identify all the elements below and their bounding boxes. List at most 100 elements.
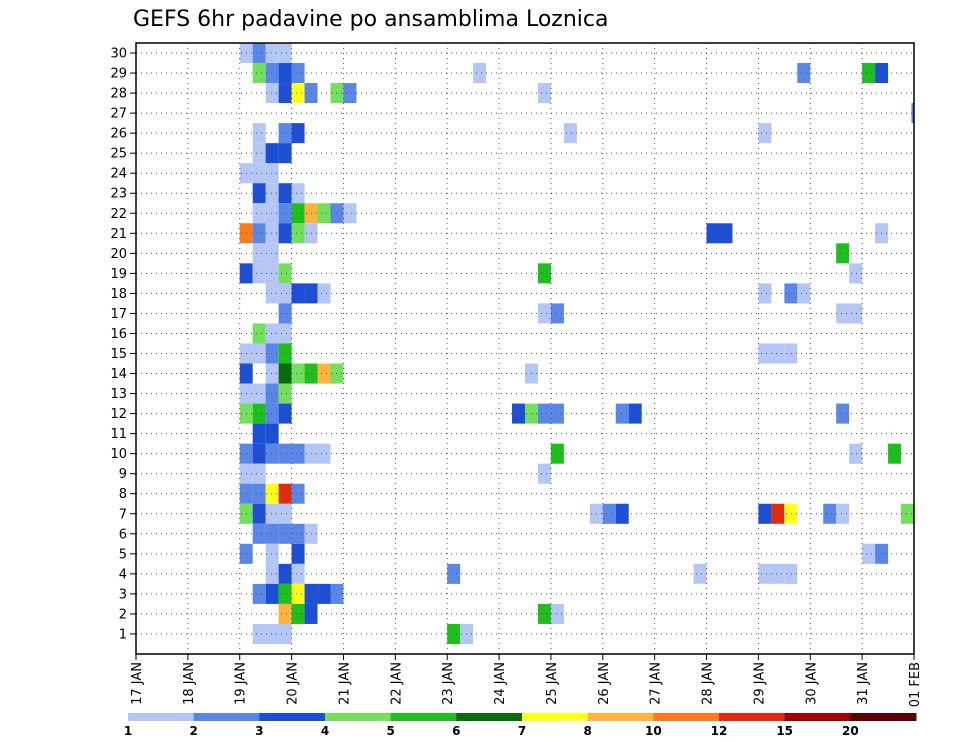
colorbar-segment bbox=[653, 713, 720, 721]
heatmap-cell bbox=[849, 263, 863, 284]
heatmap-cell bbox=[278, 383, 292, 404]
colorbar-label: 20 bbox=[842, 724, 859, 738]
heatmap-cell bbox=[278, 43, 292, 64]
x-tick-label: 17 JAN bbox=[130, 662, 145, 705]
y-tick-label: 30 bbox=[110, 47, 127, 62]
heatmap-cell bbox=[291, 203, 305, 224]
heatmap-cell bbox=[265, 343, 279, 364]
heatmap-cell bbox=[265, 423, 279, 444]
y-tick-label: 20 bbox=[110, 247, 127, 262]
x-axis: 17 JAN 18 JAN 19 JAN 20 JAN 21 JAN 22 JAN 23 J… bbox=[130, 654, 923, 707]
heatmap-cell bbox=[291, 543, 305, 564]
colorbar-segment bbox=[390, 713, 457, 721]
heatmap-cell bbox=[278, 183, 292, 204]
heatmap-cell bbox=[537, 303, 551, 324]
y-tick-label: 21 bbox=[110, 227, 127, 242]
heatmap-cell bbox=[473, 63, 487, 84]
heatmap-cell bbox=[602, 503, 616, 524]
heatmap-cell bbox=[447, 623, 461, 644]
colorbar-label: 3 bbox=[255, 724, 263, 738]
y-tick-label: 11 bbox=[110, 427, 127, 442]
colorbar-segment bbox=[193, 713, 260, 721]
colorbar-label: 2 bbox=[189, 724, 197, 738]
colorbar-label: 1 bbox=[124, 724, 132, 738]
heatmap-cell bbox=[252, 463, 266, 484]
colorbar-segment bbox=[128, 713, 195, 721]
heatmap-cell bbox=[291, 183, 305, 204]
heatmap-cell bbox=[537, 463, 551, 484]
heatmap-cell bbox=[252, 343, 266, 364]
heatmap-cell bbox=[278, 503, 292, 524]
colorbar: 1 2 3 4 5 6 7 8 10 12 15 20 bbox=[124, 713, 917, 738]
heatmap-cell bbox=[615, 503, 629, 524]
heatmap-cell bbox=[278, 283, 292, 304]
colorbar-label: 5 bbox=[386, 724, 394, 738]
heatmap-cell bbox=[252, 383, 266, 404]
colorbar-segment bbox=[325, 713, 392, 721]
heatmap-cell bbox=[291, 563, 305, 584]
y-tick-label: 28 bbox=[110, 87, 127, 102]
heatmap-cell bbox=[252, 123, 266, 144]
chart-title: GEFS 6hr padavine po ansamblima Loznica bbox=[133, 7, 608, 32]
heatmap-cell bbox=[265, 43, 279, 64]
x-tick-label: 26 JAN bbox=[597, 662, 612, 705]
x-tick-label: 25 JAN bbox=[545, 662, 560, 705]
heatmap-cell bbox=[550, 403, 564, 424]
y-tick-label: 27 bbox=[110, 107, 127, 122]
x-tick-label: 28 JAN bbox=[701, 662, 716, 705]
heatmap-cell bbox=[252, 623, 266, 644]
y-tick-label: 17 bbox=[110, 307, 127, 322]
colorbar-segment bbox=[719, 713, 786, 721]
heatmap-cell bbox=[537, 263, 551, 284]
heatmap-cell bbox=[758, 283, 772, 304]
x-tick-label: 23 JAN bbox=[441, 662, 456, 705]
colorbar-segment bbox=[259, 713, 326, 721]
y-tick-label: 16 bbox=[110, 327, 127, 342]
colorbar-label: 7 bbox=[518, 724, 526, 738]
y-tick-label: 15 bbox=[110, 347, 127, 362]
heatmap-cell bbox=[836, 503, 850, 524]
heatmap-cell bbox=[265, 163, 279, 184]
heatmap-cell bbox=[823, 503, 837, 524]
heatmap-cell bbox=[343, 203, 357, 224]
heatmap-cell bbox=[252, 263, 266, 284]
heatmap-cell bbox=[719, 223, 733, 244]
heatmap-cell bbox=[252, 183, 266, 204]
heatmap-cell bbox=[278, 83, 292, 104]
heatmap-cell bbox=[317, 443, 331, 464]
plot-frame bbox=[135, 42, 915, 655]
y-tick-label: 19 bbox=[110, 267, 127, 282]
heatmap-cell bbox=[628, 403, 642, 424]
heatmap-cell bbox=[265, 483, 279, 504]
heatmap-cell bbox=[278, 123, 292, 144]
heatmap-cell bbox=[797, 63, 811, 84]
heatmap-cell bbox=[291, 223, 305, 244]
heatmap-cell bbox=[252, 403, 266, 424]
heatmap-cell bbox=[278, 623, 292, 644]
heatmap-cell bbox=[291, 63, 305, 84]
heatmap-cell bbox=[563, 123, 577, 144]
x-tick-label: 24 JAN bbox=[493, 662, 508, 705]
heatmap-cell bbox=[278, 483, 292, 504]
colorbar-segment bbox=[850, 713, 917, 721]
heatmap-cell bbox=[278, 203, 292, 224]
heatmap-cell bbox=[836, 303, 850, 324]
heatmap-cell bbox=[265, 143, 279, 164]
y-tick-label: 25 bbox=[110, 147, 127, 162]
heatmap-cell bbox=[911, 103, 914, 124]
heatmap-cell bbox=[784, 343, 798, 364]
heatmap-cell bbox=[291, 83, 305, 104]
heatmap-cell bbox=[317, 283, 331, 304]
heatmap-cell bbox=[771, 563, 785, 584]
heatmap-cell bbox=[537, 83, 551, 104]
colorbar-label: 4 bbox=[321, 724, 329, 738]
heatmap-cell bbox=[252, 143, 266, 164]
heatmap-cell bbox=[836, 403, 850, 424]
colorbar-label: 12 bbox=[711, 724, 728, 738]
heatmap-cell bbox=[784, 503, 798, 524]
heatmap-cell bbox=[888, 443, 902, 464]
heatmap-cell bbox=[758, 563, 772, 584]
colorbar-segment bbox=[522, 713, 589, 721]
x-tick-label: 18 JAN bbox=[182, 662, 197, 705]
heatmap-cell bbox=[265, 263, 279, 284]
